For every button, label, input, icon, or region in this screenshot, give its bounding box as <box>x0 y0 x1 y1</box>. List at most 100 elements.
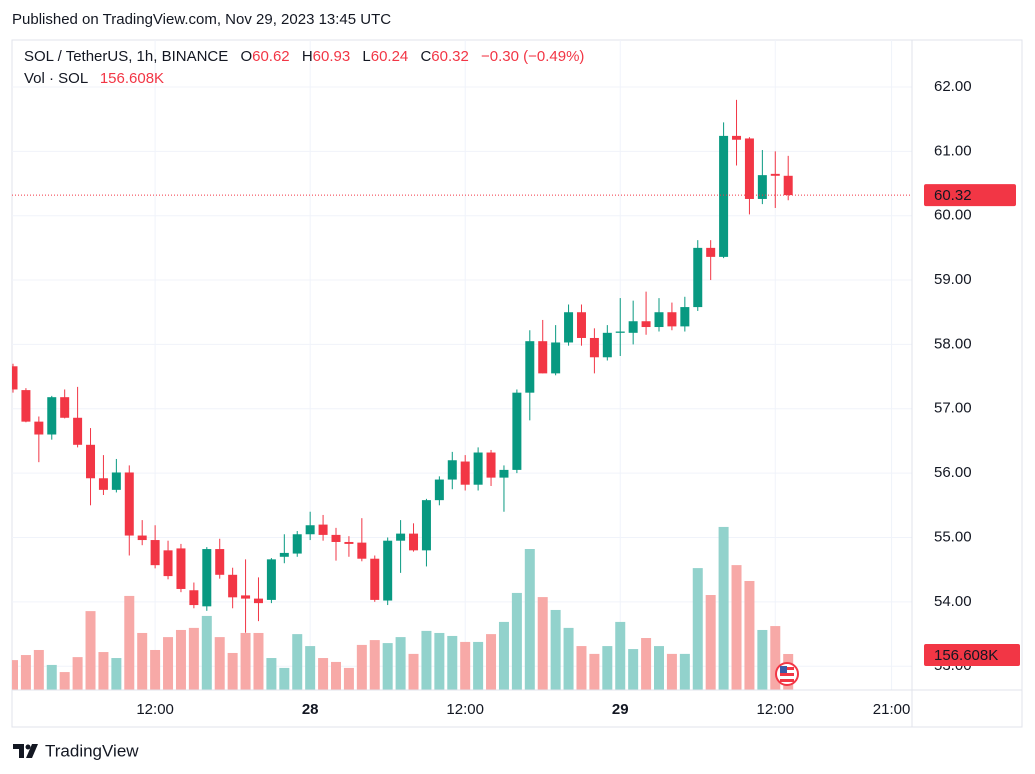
volume-bar <box>589 653 600 690</box>
candle-body <box>86 444 96 479</box>
y-tick-label: 55.00 <box>934 528 972 545</box>
volume-badge-label: 156.608K <box>934 647 998 664</box>
volume-bar <box>33 649 44 690</box>
candle-body <box>305 525 315 535</box>
candle-body <box>770 173 780 176</box>
candle-body <box>602 332 612 358</box>
volume-bar <box>175 629 186 690</box>
candle-body <box>409 533 419 551</box>
candle-body <box>551 342 561 374</box>
x-tick-label: 21:00 <box>873 701 911 718</box>
volume-bar <box>654 646 664 690</box>
high-value: 60.93 <box>313 48 351 65</box>
y-tick-label: 54.00 <box>934 593 972 610</box>
ohlc-letter: C <box>420 48 431 65</box>
candle-body <box>757 175 767 199</box>
volume-bar <box>305 646 316 690</box>
candle-body <box>266 559 276 600</box>
volume-bar <box>292 634 303 690</box>
volume-bar <box>382 643 393 690</box>
candle-body <box>564 312 574 343</box>
volume-bar <box>757 629 768 690</box>
candle-body <box>150 540 160 566</box>
volume-bar <box>447 635 458 690</box>
candle-body <box>12 366 18 390</box>
candle-body <box>525 341 535 393</box>
volume-bar <box>46 664 57 690</box>
volume-bar <box>85 611 96 690</box>
volume-bar <box>266 658 277 690</box>
candle-body <box>654 312 664 328</box>
volume-bar <box>124 595 135 690</box>
published-note: Published on TradingView.com, Nov 29, 20… <box>12 11 391 28</box>
y-tick-label: 60.00 <box>934 207 972 224</box>
candle-body <box>538 341 548 374</box>
last-price-label: 60.32 <box>934 187 972 204</box>
volume-bar <box>111 658 122 690</box>
candle-body <box>576 312 586 338</box>
volume-bar <box>537 597 548 690</box>
candle-body <box>292 534 302 554</box>
symbol-title: SOL / TetherUS, 1h, BINANCE <box>24 48 228 65</box>
volume-bar <box>679 653 690 690</box>
volume-value: 156.608K <box>100 70 164 87</box>
ohlc-letter: O <box>240 48 252 65</box>
y-tick-label: 56.00 <box>934 464 972 481</box>
candle-body <box>680 307 690 327</box>
candle-body <box>163 550 173 577</box>
volume-bar <box>602 646 613 690</box>
candle-body <box>111 472 121 490</box>
candle-body <box>719 135 729 257</box>
candle-body <box>447 460 457 480</box>
candle-body <box>241 595 251 599</box>
candle-body <box>189 590 199 606</box>
candle-body <box>253 598 263 604</box>
candle-body <box>357 542 367 559</box>
candle-body <box>318 524 328 535</box>
price-pane <box>12 99 912 633</box>
candle-body <box>215 549 225 575</box>
low-value: 60.24 <box>371 48 409 65</box>
volume-bar <box>563 627 574 690</box>
candle-body <box>176 548 186 589</box>
candle-body <box>732 135 742 140</box>
volume-bar <box>641 638 652 690</box>
candle-body <box>344 541 354 544</box>
candle-body <box>641 321 651 328</box>
x-tick-label: 28 <box>302 701 319 718</box>
candle-body <box>47 397 57 435</box>
volume-bar <box>628 649 639 690</box>
x-tick-label: 12:00 <box>757 701 795 718</box>
volume-bar <box>511 592 522 690</box>
volume-bar <box>770 626 781 690</box>
volume-bar <box>576 646 587 690</box>
volume-bar <box>214 637 225 690</box>
volume-bar <box>227 652 238 690</box>
volume-bar <box>98 652 109 690</box>
candle-body <box>202 549 212 607</box>
candle-body <box>228 574 238 598</box>
candle-body <box>279 552 289 557</box>
candle-body <box>693 247 703 308</box>
volume-bar <box>253 632 264 690</box>
volume-pane <box>12 526 794 690</box>
legend-line: SOL / TetherUS, 1h, BINANCE O60.62 H60.9… <box>24 48 584 65</box>
candle-body <box>434 479 444 501</box>
candle-body <box>589 337 599 358</box>
candle-body <box>783 175 793 196</box>
candle-body <box>396 533 406 541</box>
y-tick-label: 58.00 <box>934 335 972 352</box>
ohlc-letter: H <box>302 48 313 65</box>
x-tick-label: 12:00 <box>446 701 484 718</box>
brand-name: TradingView <box>45 741 139 760</box>
candle-body <box>667 312 677 327</box>
y-tick-label: 62.00 <box>934 78 972 95</box>
volume-bar <box>421 630 432 690</box>
candle-body <box>421 500 431 551</box>
candle-body <box>60 397 70 418</box>
grid <box>12 40 912 690</box>
volume-legend: Vol · SOL 156.608K <box>24 70 164 87</box>
volume-bar <box>20 655 31 690</box>
candle-body <box>370 558 380 600</box>
